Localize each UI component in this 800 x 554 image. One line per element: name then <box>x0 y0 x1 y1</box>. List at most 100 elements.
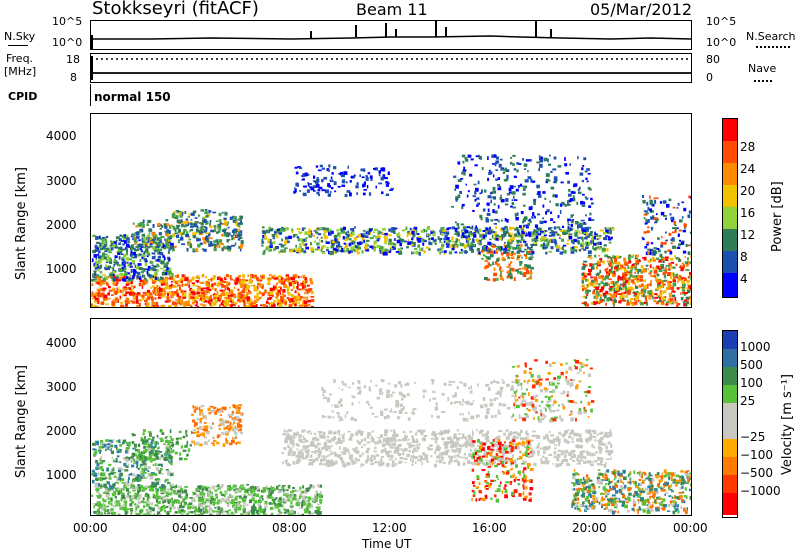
power-echo-cell <box>365 175 368 177</box>
power-ytick-1000: 1000 <box>46 262 77 276</box>
velocity-echo-cell <box>138 488 141 492</box>
power-echo-cell <box>316 177 319 179</box>
power-cbar-tick-16: 16 <box>740 206 756 220</box>
power-echo-cell <box>479 157 481 160</box>
power-echo-cell <box>645 218 648 223</box>
power-echo-cell <box>521 230 525 233</box>
power-echo-cell <box>621 299 624 302</box>
power-echo-cell <box>364 245 368 250</box>
power-echo-cell <box>112 275 116 278</box>
power-echo-cell <box>121 253 124 255</box>
power-echo-cell <box>92 275 96 278</box>
power-echo-cell <box>151 247 155 250</box>
power-echo-cell <box>219 277 223 282</box>
power-echo-cell <box>497 177 500 180</box>
power-echo-cell <box>681 240 685 243</box>
power-echo-cell <box>299 295 303 299</box>
power-echo-cell <box>682 301 686 303</box>
power-echo-cell <box>313 190 316 192</box>
power-echo-cell <box>556 234 560 236</box>
nsky-label: N.Sky <box>4 30 36 43</box>
power-echo-cell <box>625 287 629 292</box>
velocity-echo-cell <box>162 499 166 503</box>
power-echo-cell <box>210 243 215 246</box>
velocity-echo-cell <box>145 467 148 471</box>
power-echo-cell <box>286 286 290 291</box>
power-echo-cell <box>331 240 335 244</box>
power-echo-cell <box>108 292 110 296</box>
power-echo-cell <box>556 226 561 229</box>
power-echo-cell <box>509 253 512 256</box>
velocity-echo-cell <box>108 484 111 487</box>
velocity-echo-cell <box>162 495 164 500</box>
power-echo-cell <box>170 224 173 227</box>
power-echo-cell <box>531 238 534 242</box>
power-echo-cell <box>481 233 484 236</box>
power-echo-cell <box>544 246 548 249</box>
power-echo-cell <box>400 238 405 243</box>
power-echo-cell <box>293 233 296 237</box>
power-echo-cell <box>188 293 193 297</box>
power-echo-cell <box>598 255 600 257</box>
power-echo-cell <box>143 250 146 253</box>
power-echo-cell <box>635 286 638 289</box>
power-echo-cell <box>218 212 222 217</box>
power-echo-cell <box>308 234 312 238</box>
power-echo-cell <box>391 227 395 231</box>
power-echo-cell <box>459 191 462 194</box>
power-echo-cell <box>232 299 235 303</box>
velocity-echo-cell <box>277 500 280 502</box>
power-echo-cell <box>595 290 599 295</box>
power-echo-cell <box>242 288 246 292</box>
power-echo-cell <box>567 226 570 230</box>
power-echo-cell <box>250 284 253 287</box>
power-echo-cell <box>186 231 189 235</box>
power-echo-cell <box>473 183 477 186</box>
velocity-echo-cell <box>101 483 105 486</box>
power-echo-cell <box>331 244 334 248</box>
power-echo-cell <box>536 239 539 242</box>
power-echo-cell <box>235 277 240 282</box>
power-echo-cell <box>634 300 638 305</box>
power-echo-cell <box>659 201 663 204</box>
power-echo-cell <box>675 263 678 266</box>
power-echo-cell <box>516 257 520 261</box>
power-echo-cell <box>160 260 165 265</box>
power-echo-cell <box>518 185 520 189</box>
power-echo-cell <box>298 167 303 170</box>
velocity-echo-cell <box>272 496 275 499</box>
power-echo-cell <box>356 241 361 245</box>
power-echo-cell <box>276 292 279 297</box>
power-echo-cell <box>470 244 475 247</box>
power-echo-cell <box>310 247 314 251</box>
power-echo-cell <box>277 286 282 288</box>
velocity-echo-cell <box>281 485 286 487</box>
power-echo-cell <box>508 239 512 242</box>
power-echo-cell <box>426 233 429 237</box>
velocity-echo-cell <box>142 501 147 504</box>
power-echo-cell <box>147 252 151 256</box>
power-echo-cell <box>656 257 659 261</box>
power-echo-cell <box>530 269 532 273</box>
power-echo-cell <box>153 272 157 277</box>
power-echo-cell <box>670 242 673 245</box>
power-echo-cell <box>96 288 100 292</box>
power-echo-cell <box>675 273 678 277</box>
velocity-heatmap <box>91 359 691 515</box>
velocity-echo-cell <box>131 464 135 468</box>
power-echo-cell <box>205 222 208 225</box>
velocity-echo-cell <box>181 513 185 515</box>
power-echo-cell <box>278 279 282 284</box>
velocity-echo-cell <box>314 499 318 502</box>
power-echo-cell <box>667 299 669 303</box>
freq-trace <box>91 56 691 80</box>
power-echo-cell <box>603 298 605 302</box>
power-echo-cell <box>562 231 566 235</box>
velocity-echo-cell <box>194 510 197 513</box>
power-echo-cell <box>583 287 587 291</box>
power-echo-cell <box>662 259 665 263</box>
velocity-echo-cell <box>303 508 307 511</box>
power-echo-cell <box>130 300 133 302</box>
power-echo-cell <box>94 266 99 270</box>
power-echo-cell <box>146 242 149 246</box>
